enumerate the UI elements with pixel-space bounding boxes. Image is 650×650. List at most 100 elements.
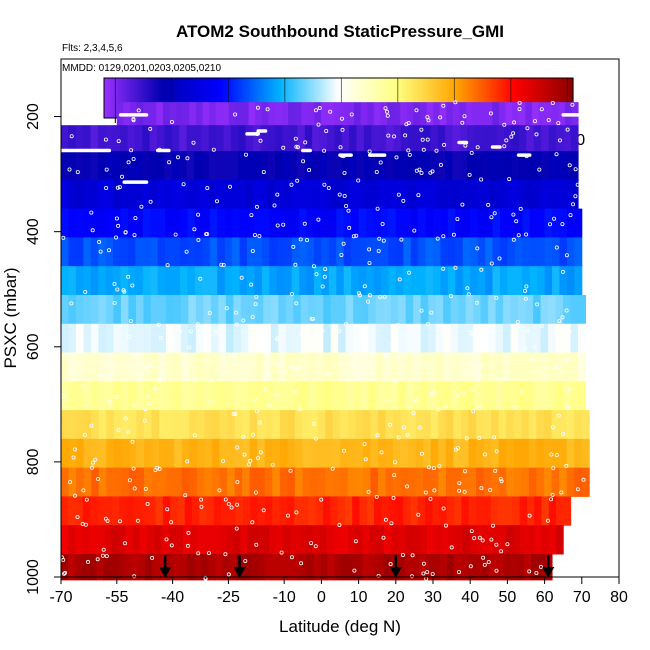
data-point (514, 219, 519, 224)
data-point (291, 244, 296, 249)
heat-cell (249, 467, 258, 497)
data-point (249, 282, 254, 287)
data-point (226, 501, 231, 506)
heat-cell (308, 352, 317, 382)
colorbar-swatch (104, 78, 107, 118)
heat-cell (218, 381, 227, 411)
colorbar-swatch (232, 78, 236, 118)
data-point (293, 136, 298, 141)
heat-cell (165, 381, 174, 411)
data-point (432, 390, 437, 395)
heat-cell (90, 381, 99, 411)
data-point (479, 267, 484, 272)
heat-cell (570, 125, 579, 152)
colorbar-swatch (549, 78, 553, 118)
colorbar-swatch (205, 78, 209, 118)
data-point (205, 186, 210, 191)
colorbar-swatch (496, 78, 500, 118)
heat-cell (323, 352, 332, 382)
heat-cell (76, 467, 85, 497)
heat-cell (476, 467, 485, 497)
heat-cell (332, 438, 341, 469)
colorbar-swatch (524, 78, 527, 118)
heat-cell (279, 496, 288, 526)
heat-cell (376, 525, 385, 555)
colorbar-swatch (176, 78, 179, 118)
data-point (367, 293, 372, 298)
data-point (72, 447, 77, 452)
heat-cell (492, 266, 501, 296)
heat-cell (180, 352, 189, 382)
heat-cell (120, 294, 129, 325)
heat-cell (270, 352, 279, 382)
heat-cell (193, 151, 202, 181)
colorbar-swatch (242, 78, 246, 118)
heat-cell (566, 438, 575, 469)
heat-cell (142, 266, 151, 296)
data-point (474, 337, 479, 342)
heat-cell (385, 438, 394, 469)
heat-cell (525, 352, 534, 382)
heat-cell (68, 352, 77, 382)
heat-cell (552, 237, 560, 267)
heat-cell (222, 102, 230, 126)
colorbar-swatch (305, 78, 308, 118)
x-tick-label: 0 (317, 589, 326, 606)
colorbar-swatch (465, 78, 469, 118)
heat-cell (453, 553, 462, 581)
heat-cell (555, 352, 564, 382)
heat-cell (509, 553, 518, 581)
heat-cell (383, 381, 392, 411)
heat-cell (106, 467, 115, 497)
heat-cell (380, 208, 389, 238)
heat-cell (356, 179, 365, 210)
heat-cell (227, 438, 236, 469)
heat-cell (343, 208, 352, 238)
heat-cell (332, 467, 341, 497)
data-point (257, 420, 262, 425)
heat-cell (203, 323, 212, 354)
data-point (144, 365, 149, 370)
data-point (492, 211, 497, 216)
heat-cell (529, 237, 538, 267)
colorbar-swatch (346, 78, 349, 118)
heat-cell (189, 410, 198, 440)
colorbar-swatch (172, 78, 175, 118)
heat-cell (68, 237, 77, 267)
colorbar-swatch (444, 78, 447, 118)
heat-cell (514, 208, 523, 238)
heat-cell (272, 496, 280, 526)
heat-cell (268, 102, 276, 126)
heat-cell (347, 410, 356, 440)
data-point (127, 334, 132, 339)
heat-cell (238, 179, 247, 210)
heat-cell (247, 208, 255, 238)
heat-cell (543, 410, 553, 440)
heat-cell (98, 294, 107, 325)
heat-cell (180, 381, 189, 411)
heat-cell (189, 102, 197, 126)
data-point (401, 198, 406, 203)
data-point (185, 156, 190, 161)
heat-cell (423, 438, 432, 469)
heat-cell (169, 102, 177, 126)
heat-cell (405, 294, 414, 325)
data-point (486, 202, 491, 207)
data-point (442, 142, 447, 147)
heat-cell (574, 467, 583, 497)
colorbar-swatch (324, 78, 328, 118)
heat-cell (548, 525, 557, 555)
flights-note: Flts: 2,3,4,5,6 (62, 43, 123, 54)
heat-cell (528, 467, 537, 497)
heat-cell (223, 179, 232, 210)
data-point (126, 429, 131, 434)
heat-cell (321, 102, 329, 126)
heat-cell (343, 266, 352, 296)
data-point (524, 284, 529, 289)
colorbar-swatch (445, 78, 449, 118)
heat-cell (375, 352, 384, 382)
marker-arrow-head (159, 567, 172, 578)
data-point (91, 460, 96, 465)
heat-cell (559, 438, 568, 469)
colorbar-swatch (125, 78, 129, 118)
